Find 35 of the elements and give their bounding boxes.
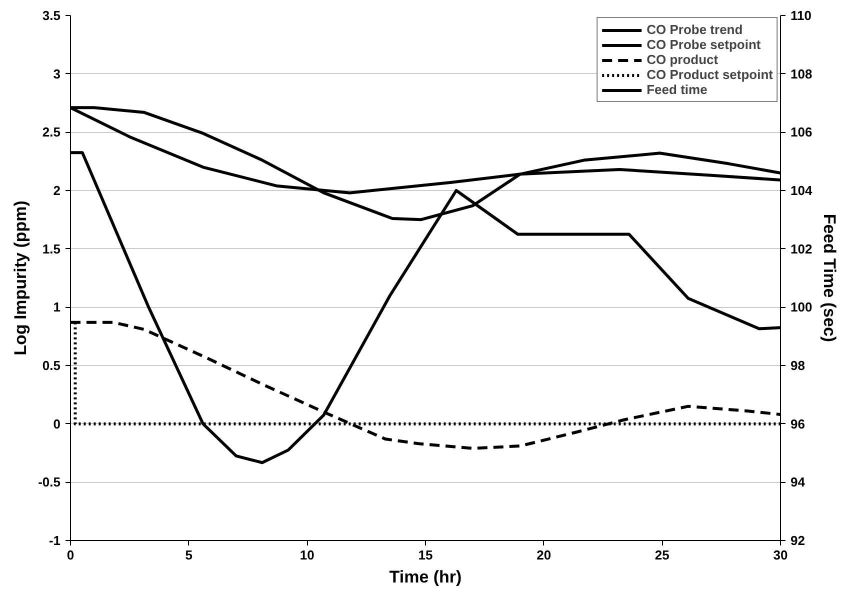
y-axis-title: Log Impurity (ppm) (11, 200, 30, 356)
y2-tick-label: 100 (790, 300, 812, 315)
y2-tick-label: 96 (790, 416, 805, 432)
y2-tick-label: 104 (790, 183, 813, 198)
legend-label: CO Probe trend (646, 22, 743, 37)
y-tick-label: 3.5 (42, 8, 61, 23)
legend-label: CO Product setpoint (646, 67, 773, 82)
y-tick-label: 2.5 (42, 124, 61, 140)
y2-tick-label: 98 (790, 358, 805, 373)
y-tick-label: -1 (48, 533, 61, 548)
y-tick-label: -0.5 (38, 474, 61, 490)
y-tick-label: 0.5 (42, 358, 61, 373)
y-tick-label: 1 (53, 300, 61, 315)
x-tick-label: 15 (418, 548, 433, 562)
legend-label: CO product (646, 52, 718, 67)
y-tick-label: 3 (53, 66, 61, 82)
y2-axis-title: Feed Time (sec) (820, 214, 840, 342)
y2-tick-label: 108 (790, 66, 812, 82)
legend-label: Feed time (646, 82, 708, 97)
y2-tick-label: 102 (790, 241, 812, 256)
y-tick-label: 2 (53, 183, 61, 198)
y2-tick-label: 92 (790, 533, 805, 548)
y-tick-label: 0 (53, 416, 61, 432)
y2-tick-label: 94 (790, 474, 806, 490)
x-tick-label: 30 (773, 548, 788, 562)
x-tick-label: 20 (536, 548, 552, 562)
x-tick-label: 25 (654, 548, 670, 562)
x-axis-title: Time (hr) (389, 568, 462, 586)
legend-label: CO Probe setpoint (646, 37, 761, 52)
y-tick-label: 1.5 (42, 241, 61, 256)
y2-tick-label: 106 (790, 124, 812, 140)
y2-tick-label: 110 (790, 8, 812, 23)
x-tick-label: 0 (66, 548, 74, 562)
x-tick-label: 10 (300, 548, 314, 562)
x-tick-label: 5 (185, 548, 192, 562)
